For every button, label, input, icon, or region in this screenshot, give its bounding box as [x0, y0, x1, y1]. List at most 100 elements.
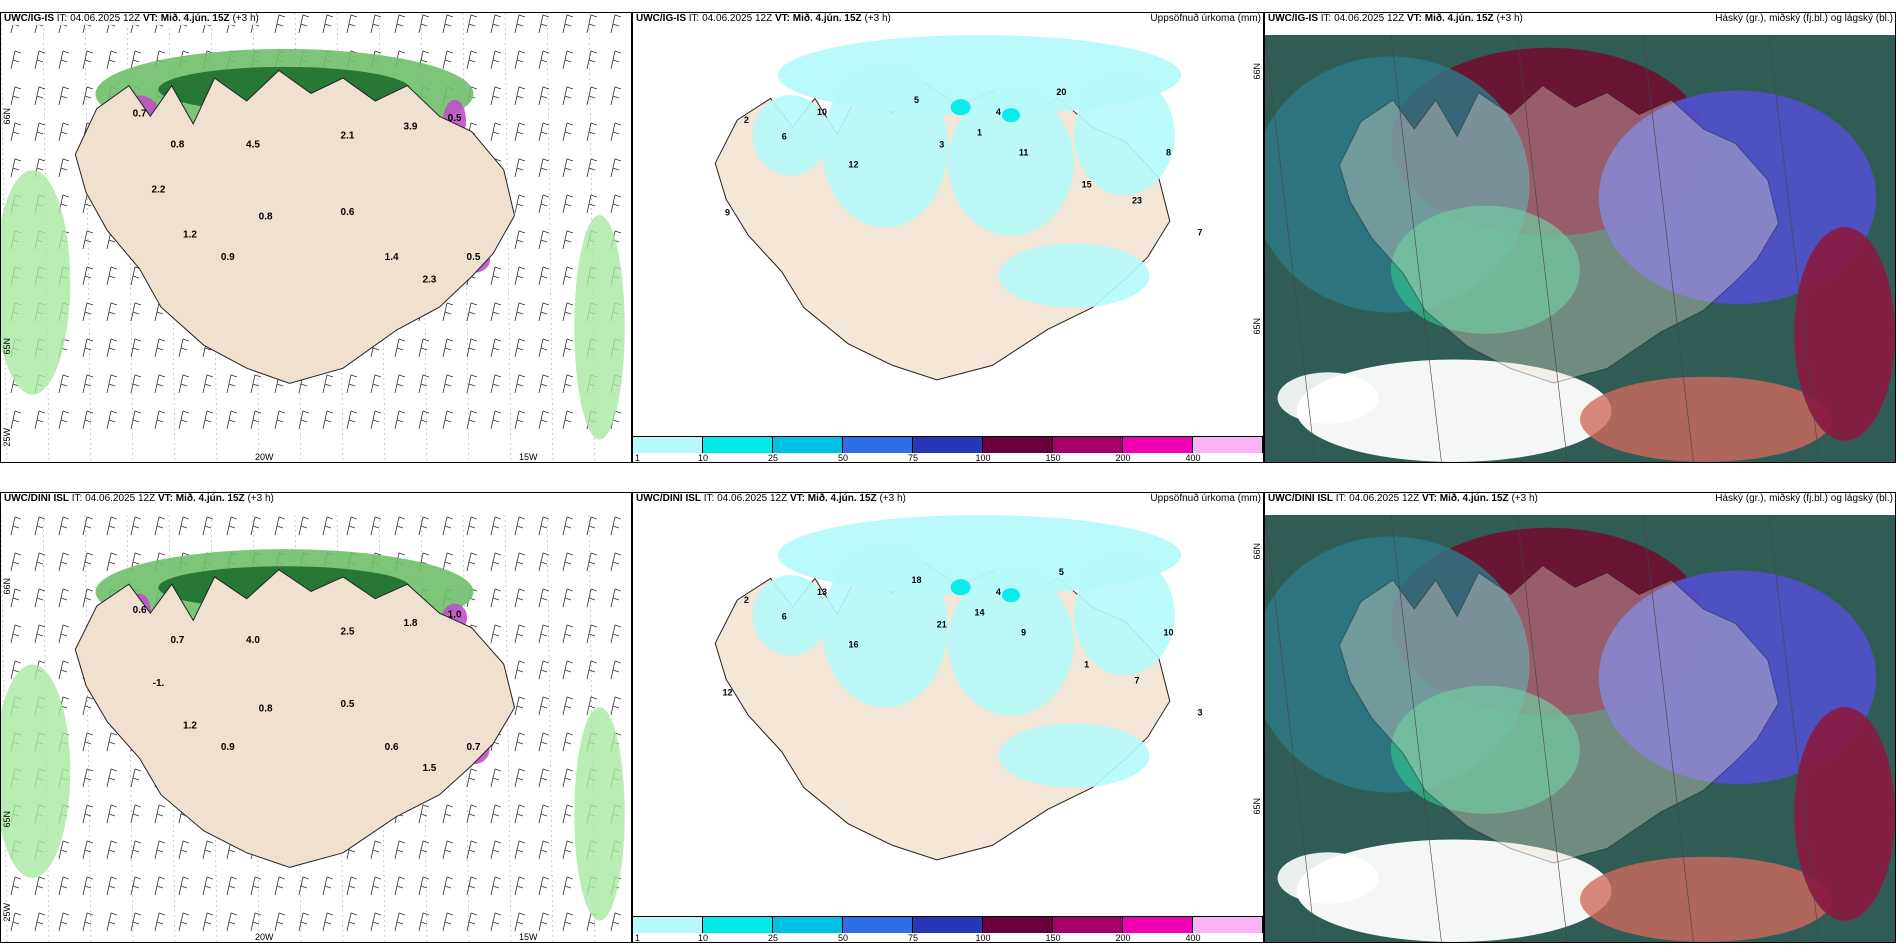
- wind-barb: [226, 876, 238, 896]
- wind-barb: [562, 86, 574, 106]
- precip-value-label: 5: [914, 95, 919, 105]
- wind-barb: [130, 840, 142, 860]
- wind-barb: [610, 588, 622, 608]
- precip-value-label: 4.0: [246, 635, 260, 646]
- wind-barb: [514, 732, 526, 752]
- wind-barb: [514, 696, 526, 716]
- precip-value-label: -1.: [153, 678, 165, 689]
- wind-barb: [538, 840, 550, 860]
- wind-barb: [562, 768, 574, 788]
- wind-barb: [202, 876, 214, 896]
- colorbar-swatch: [1123, 917, 1193, 933]
- wind-barb: [562, 14, 574, 34]
- wind-barb: [514, 230, 526, 250]
- wind-barb: [514, 588, 526, 608]
- precip-value-label: 8: [1166, 147, 1171, 157]
- wind-barb: [538, 374, 550, 394]
- colorbar-tick-label: 10: [697, 933, 708, 943]
- high-cloud-area: [1580, 376, 1832, 462]
- lon-label-20w: 20W: [255, 932, 274, 942]
- graticule-line: [1516, 515, 1568, 942]
- wind-barb: [442, 50, 454, 70]
- wind-barb: [58, 552, 70, 572]
- wind-barb: [322, 14, 334, 34]
- colorbar-tick-label: 400: [1185, 933, 1201, 943]
- clear-area: [1296, 839, 1612, 942]
- wind-barb: [34, 410, 46, 430]
- wind-barb: [514, 122, 526, 142]
- graticule-line: [1642, 515, 1694, 942]
- colorbar-tick-label: 25: [767, 933, 778, 943]
- wind-barb: [250, 876, 262, 896]
- wind-barb: [130, 50, 142, 70]
- wind-barb: [106, 840, 118, 860]
- coastline: [74, 69, 516, 384]
- wind-barb: [106, 338, 118, 358]
- wind-barb: [466, 552, 478, 572]
- wind-barb: [538, 122, 550, 142]
- precip-value-label: 0.7: [467, 742, 481, 753]
- wind-barb: [538, 50, 550, 70]
- precip-areas: [752, 515, 1182, 788]
- wind-barb: [466, 912, 478, 932]
- wind-barb: [490, 768, 502, 788]
- wind-barb: [154, 338, 166, 358]
- wind-barb: [106, 804, 118, 824]
- precip-value-label: 12: [848, 159, 858, 169]
- wind-barb: [490, 624, 502, 644]
- precip-value-label: 12: [722, 687, 732, 697]
- colorbar-tick-label: 1: [635, 453, 641, 463]
- wind-barb: [538, 158, 550, 178]
- wind-barb: [562, 840, 574, 860]
- precip-value-label: 20: [1056, 87, 1066, 97]
- wind-barb: [370, 840, 382, 860]
- wind-barb: [82, 552, 94, 572]
- wind-barb: [514, 14, 526, 34]
- panel-title: UWC/IG-IS IT: 04.06.2025 12Z VT: Mið. 4.…: [2, 13, 261, 25]
- coastline: [1338, 564, 1780, 864]
- colorbar-tick-label: 200: [1115, 933, 1131, 943]
- precip-value-label: 10: [1163, 627, 1173, 637]
- wind-barb: [562, 912, 574, 932]
- wind-barb: [346, 876, 358, 896]
- wind-barb: [610, 14, 622, 34]
- wind-barb: [58, 876, 70, 896]
- wind-barb: [514, 876, 526, 896]
- wind-barb: [490, 86, 502, 106]
- wind-barb: [130, 912, 142, 932]
- wind-barb: [610, 122, 622, 142]
- precip-area: [998, 723, 1150, 788]
- wind-barb: [10, 410, 22, 430]
- wind-barb: [34, 588, 46, 608]
- wind-barb: [178, 912, 190, 932]
- wind-barb: [82, 768, 94, 788]
- wind-barb: [562, 302, 574, 322]
- wind-barb: [466, 410, 478, 430]
- wind-barb: [58, 840, 70, 860]
- wind-barb: [562, 876, 574, 896]
- panel-subtitle: Háský (gr.), miðský (fj.bl.) og lágský (…: [1715, 13, 1893, 24]
- wind-barb: [442, 516, 454, 536]
- wind-barb: [466, 876, 478, 896]
- precip-value-label: 18: [911, 575, 921, 585]
- wind-barb: [586, 50, 598, 70]
- wind-barb: [562, 588, 574, 608]
- precip-value-label: 1.0: [448, 609, 462, 620]
- wind-barb: [298, 14, 310, 34]
- wind-barb: [562, 266, 574, 286]
- wind-barb: [442, 804, 454, 824]
- colorbar-tick-label: 1: [635, 933, 641, 943]
- wind-barb: [10, 660, 22, 680]
- wind-barb: [418, 804, 430, 824]
- wind-barb: [538, 516, 550, 536]
- wind-barb: [394, 14, 406, 34]
- precip-value-label: 0.8: [259, 703, 273, 714]
- wind-barb: [418, 14, 430, 34]
- wind-barb: [370, 374, 382, 394]
- precip-value-label: 1: [977, 127, 982, 137]
- wind-barb: [58, 374, 70, 394]
- wind-barb: [538, 912, 550, 932]
- colorbar-swatch: [913, 437, 983, 453]
- wind-barb: [442, 876, 454, 896]
